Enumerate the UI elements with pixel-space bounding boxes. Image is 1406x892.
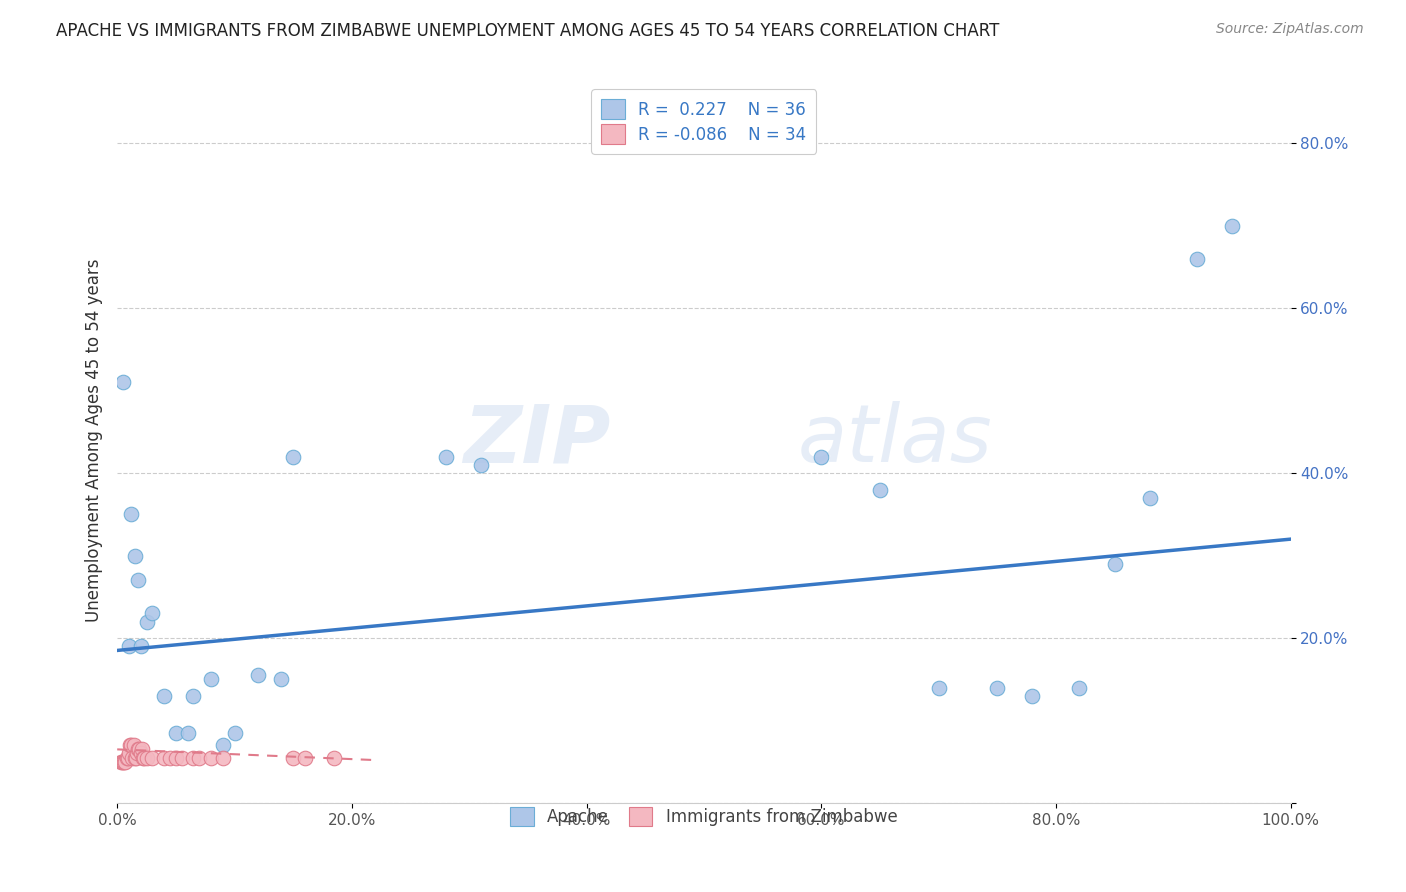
Point xyxy=(434,450,457,464)
Point xyxy=(294,750,316,764)
Point xyxy=(120,508,142,522)
Point xyxy=(1069,681,1091,695)
Point xyxy=(114,755,136,769)
Point xyxy=(127,574,149,588)
Point xyxy=(224,726,246,740)
Point xyxy=(283,750,305,764)
Point xyxy=(153,689,176,703)
Point xyxy=(810,450,832,464)
Point xyxy=(869,483,891,497)
Point xyxy=(112,755,135,769)
Point xyxy=(135,750,157,764)
Point xyxy=(211,750,233,764)
Point xyxy=(470,458,492,472)
Point xyxy=(120,738,142,752)
Point xyxy=(124,549,146,563)
Point xyxy=(200,673,222,687)
Point xyxy=(183,689,205,703)
Text: APACHE VS IMMIGRANTS FROM ZIMBABWE UNEMPLOYMENT AMONG AGES 45 TO 54 YEARS CORREL: APACHE VS IMMIGRANTS FROM ZIMBABWE UNEMP… xyxy=(56,22,1000,40)
Text: ZIP: ZIP xyxy=(463,401,610,479)
Point xyxy=(170,750,193,764)
Point xyxy=(323,750,346,764)
Point xyxy=(127,742,149,756)
Point xyxy=(118,747,141,761)
Point xyxy=(132,750,155,764)
Point xyxy=(112,376,135,390)
Text: Source: ZipAtlas.com: Source: ZipAtlas.com xyxy=(1216,22,1364,37)
Point xyxy=(122,738,145,752)
Point xyxy=(121,750,143,764)
Point xyxy=(120,738,142,752)
Point xyxy=(124,750,146,764)
Point xyxy=(159,750,181,764)
Point xyxy=(283,450,305,464)
Point xyxy=(110,755,132,769)
Point xyxy=(246,668,269,682)
Point xyxy=(183,750,205,764)
Point xyxy=(1139,491,1161,505)
Point xyxy=(125,750,148,764)
Point xyxy=(129,640,152,654)
Point xyxy=(986,681,1008,695)
Point xyxy=(118,640,141,654)
Point xyxy=(129,747,152,761)
Point xyxy=(188,750,211,764)
Point xyxy=(1104,557,1126,571)
Point xyxy=(1185,252,1208,266)
Text: atlas: atlas xyxy=(797,401,993,479)
Point xyxy=(141,607,163,621)
Point xyxy=(115,750,138,764)
Point xyxy=(211,738,233,752)
Point xyxy=(128,742,150,756)
Point xyxy=(153,750,176,764)
Point xyxy=(165,750,187,764)
Point xyxy=(270,673,292,687)
Point xyxy=(141,750,163,764)
Point xyxy=(176,726,198,740)
Point xyxy=(165,726,187,740)
Point xyxy=(1220,219,1243,233)
Point xyxy=(928,681,950,695)
Point xyxy=(135,615,157,629)
Point xyxy=(134,750,156,764)
Legend: Apache, Immigrants from Zimbabwe: Apache, Immigrants from Zimbabwe xyxy=(502,798,905,835)
Point xyxy=(111,755,134,769)
Point xyxy=(131,742,153,756)
Point xyxy=(117,750,139,764)
Point xyxy=(200,750,222,764)
Point xyxy=(127,747,149,761)
Point xyxy=(112,755,135,769)
Y-axis label: Unemployment Among Ages 45 to 54 years: Unemployment Among Ages 45 to 54 years xyxy=(86,259,103,622)
Point xyxy=(1021,689,1043,703)
